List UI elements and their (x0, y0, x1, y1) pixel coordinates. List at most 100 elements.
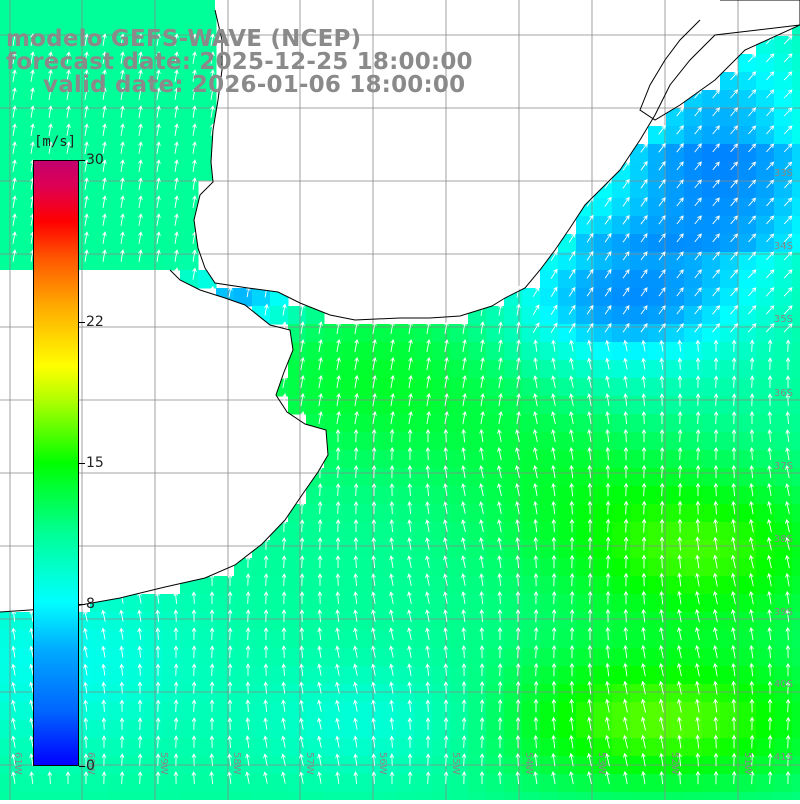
wind-arrow (712, 89, 721, 99)
wind-cell (630, 684, 649, 703)
wind-arrow (586, 268, 594, 279)
wind-cell (450, 540, 469, 559)
wind-arrow (30, 141, 35, 154)
wind-arrow (587, 428, 592, 443)
wind-arrow (120, 51, 125, 64)
wind-cell (198, 774, 217, 793)
wind-cell (558, 432, 577, 451)
wind-arrow (749, 734, 755, 749)
wind-arrow (317, 501, 323, 515)
wind-cell (594, 216, 613, 235)
wind-cell (702, 414, 721, 433)
wind-arrow (479, 735, 485, 749)
wind-cell (432, 504, 451, 523)
wind-cell (468, 468, 487, 487)
wind-cell (774, 504, 793, 523)
wind-arrow (443, 428, 449, 443)
wind-arrow (749, 464, 754, 479)
wind-arrow (156, 51, 161, 64)
wind-arrow (299, 771, 304, 784)
wind-cell (360, 504, 379, 523)
wind-arrow (622, 251, 630, 261)
wind-arrow (659, 464, 665, 479)
wind-cell (702, 702, 721, 721)
wind-arrow (407, 537, 412, 550)
wind-cell (378, 720, 397, 739)
wind-arrow (712, 251, 720, 261)
wind-arrow (371, 645, 376, 658)
wind-cell (540, 648, 559, 667)
wind-cell (432, 486, 451, 505)
wind-cell (684, 234, 703, 253)
wind-arrow (604, 322, 612, 333)
longitude-label: 59W (158, 752, 169, 775)
wind-arrow (480, 339, 485, 352)
wind-arrow (569, 626, 575, 641)
wind-arrow (676, 251, 684, 261)
wind-arrow (783, 143, 793, 153)
wind-cell (180, 702, 199, 721)
wind-cell (684, 432, 703, 451)
wind-arrow (694, 287, 702, 297)
wind-arrow (335, 446, 341, 461)
wind-arrow (462, 374, 467, 389)
wind-cell (342, 342, 361, 361)
wind-cell (738, 54, 757, 73)
wind-arrow (407, 771, 413, 784)
wind-arrow (676, 179, 684, 189)
wind-cell (504, 702, 523, 721)
wind-cell (774, 720, 793, 739)
wind-arrow (371, 681, 376, 694)
wind-arrow (407, 645, 412, 658)
wind-cell (288, 558, 307, 577)
wind-arrow (317, 771, 322, 784)
wind-arrow (515, 518, 520, 533)
wind-arrow (749, 716, 755, 731)
wind-arrow (174, 231, 179, 244)
wind-cell (342, 450, 361, 469)
wind-arrow (11, 681, 16, 694)
wind-cell (594, 198, 613, 217)
wind-arrow (623, 608, 629, 623)
wind-arrow (676, 287, 684, 297)
wind-arrow (444, 410, 449, 425)
wind-arrow (191, 663, 197, 676)
wind-cell (432, 792, 451, 804)
wind-arrow (713, 518, 718, 533)
wind-arrow (658, 161, 666, 171)
wind-cell (486, 738, 505, 757)
wind-cell (486, 486, 505, 505)
wind-cell (630, 288, 649, 307)
wind-arrow (245, 771, 250, 784)
wind-arrow (623, 572, 629, 587)
colorbar-tick-mark (79, 463, 85, 464)
wind-cell (342, 720, 361, 739)
wind-cell (792, 72, 800, 91)
wind-cell (270, 720, 289, 739)
wind-arrow (137, 771, 143, 784)
wind-arrow (677, 608, 682, 623)
wind-arrow (641, 572, 647, 587)
wind-cell (414, 648, 433, 667)
wind-arrow (694, 323, 702, 333)
wind-arrow (389, 501, 395, 515)
wind-cell (738, 504, 757, 523)
wind-cell (432, 468, 451, 487)
wind-cell (504, 594, 523, 613)
wind-cell (756, 486, 775, 505)
wind-cell (630, 792, 649, 804)
wind-arrow (587, 536, 593, 551)
wind-arrow (299, 663, 304, 676)
wind-arrow (605, 680, 610, 695)
wind-cell (684, 540, 703, 559)
wind-arrow (66, 51, 71, 64)
wind-cell (684, 180, 703, 199)
wind-arrow (551, 734, 556, 749)
wind-cell (666, 612, 685, 631)
wind-cell (720, 612, 739, 631)
wind-cell (288, 630, 307, 649)
wind-cell (144, 144, 163, 163)
wind-cell (756, 252, 775, 271)
wind-arrow (785, 572, 790, 587)
wind-arrow (371, 771, 377, 784)
